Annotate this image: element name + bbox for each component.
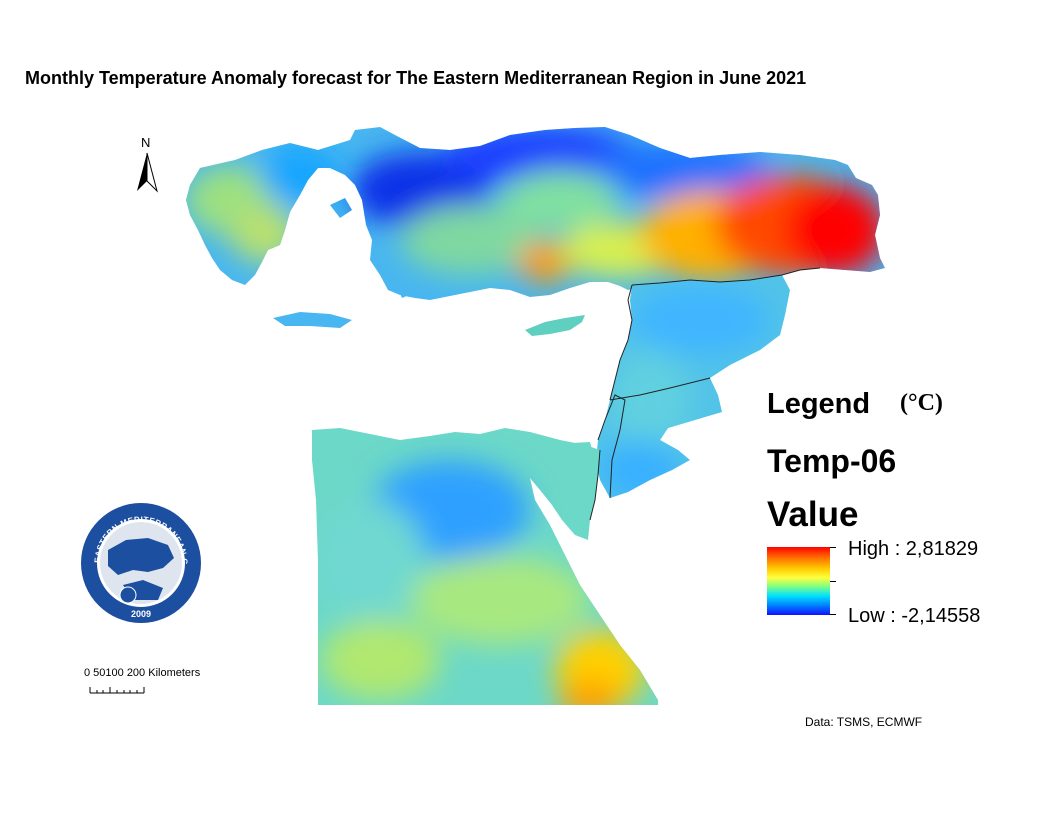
legend-tick-mid — [830, 581, 836, 582]
legend-color-ramp — [767, 547, 830, 615]
legend-title: Legend — [767, 388, 871, 420]
legend-layer-name: Temp-06 — [767, 443, 897, 479]
data-credit: Data: TSMS, ECMWF — [805, 715, 923, 729]
legend-field-name: Value — [767, 495, 859, 534]
scale-bar: 0 50100 200 Kilometers — [84, 667, 244, 697]
scale-bar-graphic — [89, 687, 145, 694]
emcc-logo-icon: EASTERN MEDITERRANEAN CLIMATE CENTRE 200… — [74, 493, 201, 623]
north-arrow: N — [132, 135, 164, 197]
legend-high-label: High : 2,81829 — [848, 538, 979, 560]
north-label: N — [141, 135, 151, 150]
emcc-logo: EASTERN MEDITERRANEAN CLIMATE CENTRE 200… — [74, 493, 204, 630]
map-title: Monthly Temperature Anomaly forecast for… — [25, 68, 807, 88]
logo-year: 2009 — [131, 609, 151, 619]
scale-bar-label: 0 50100 200 Kilometers — [84, 667, 201, 679]
legend-unit: (°C) — [900, 390, 943, 416]
north-arrow-icon — [137, 152, 158, 193]
legend-low-label: Low : -2,14558 — [848, 605, 981, 627]
legend-tick-high — [830, 547, 836, 548]
legend-tick-low — [830, 614, 836, 615]
